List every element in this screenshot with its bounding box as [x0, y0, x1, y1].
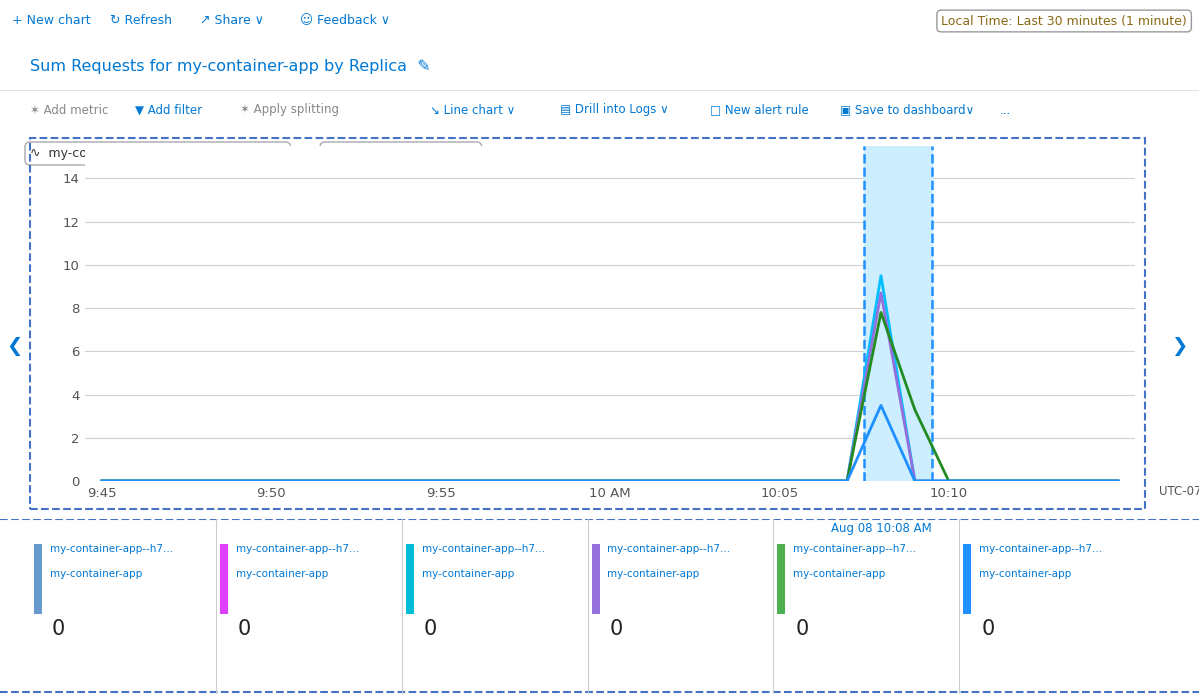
Text: ❯: ❯: [1170, 337, 1187, 357]
Text: ∿  my-container-app, ▶Requests, Sum  ⓧ: ∿ my-container-app, ▶Requests, Sum ⓧ: [30, 147, 285, 160]
Text: ▼ Add filter: ▼ Add filter: [135, 103, 203, 117]
Bar: [591, 544, 600, 614]
Bar: [864, 146, 932, 481]
Text: my-container-app: my-container-app: [236, 569, 329, 579]
Text: ❮: ❮: [6, 337, 23, 357]
Text: my-container-app: my-container-app: [422, 569, 514, 579]
Text: ✶ Add metric: ✶ Add metric: [30, 103, 108, 117]
Bar: [34, 544, 42, 614]
Text: ⚙ Split by = ▶Replica  ⓧ: ⚙ Split by = ▶Replica ⓧ: [325, 147, 477, 160]
Text: ↗ Share ∨: ↗ Share ∨: [200, 15, 264, 28]
Text: Sum Requests for my-container-app by Replica  ✎: Sum Requests for my-container-app by Rep…: [30, 60, 430, 74]
Text: my-container-app--h7...: my-container-app--h7...: [794, 544, 916, 554]
Text: my-container-app--h7...: my-container-app--h7...: [422, 544, 544, 554]
Text: Aug 08 10:08 AM: Aug 08 10:08 AM: [831, 522, 932, 535]
Text: ...: ...: [1000, 103, 1011, 117]
Text: my-container-app--h7...: my-container-app--h7...: [50, 544, 173, 554]
Text: ▣ Save to dashboard∨: ▣ Save to dashboard∨: [840, 103, 975, 117]
Bar: [777, 544, 785, 614]
Text: my-container-app: my-container-app: [980, 569, 1072, 579]
Text: my-container-app--h7...: my-container-app--h7...: [608, 544, 730, 554]
Text: 0: 0: [237, 619, 251, 639]
Text: my-container-app: my-container-app: [50, 569, 143, 579]
Text: ▤ Drill into Logs ∨: ▤ Drill into Logs ∨: [560, 103, 669, 117]
Text: UTC-07:00: UTC-07:00: [1158, 485, 1199, 498]
Text: my-container-app--h7...: my-container-app--h7...: [980, 544, 1102, 554]
Text: + New chart: + New chart: [12, 15, 91, 28]
Text: 0: 0: [795, 619, 808, 639]
Text: 0: 0: [981, 619, 994, 639]
Text: 0: 0: [423, 619, 436, 639]
Text: ✶ Apply splitting: ✶ Apply splitting: [240, 103, 339, 117]
Bar: [219, 544, 228, 614]
Text: 0: 0: [609, 619, 622, 639]
Text: ↻ Refresh: ↻ Refresh: [110, 15, 171, 28]
Bar: [405, 544, 414, 614]
Bar: [963, 544, 971, 614]
Text: □ New alert rule: □ New alert rule: [710, 103, 809, 117]
Text: my-container-app--h7...: my-container-app--h7...: [236, 544, 359, 554]
Text: ↘ Line chart ∨: ↘ Line chart ∨: [430, 103, 516, 117]
Text: Local Time: Last 30 minutes (1 minute): Local Time: Last 30 minutes (1 minute): [941, 15, 1187, 28]
Text: my-container-app: my-container-app: [608, 569, 700, 579]
Text: my-container-app: my-container-app: [794, 569, 886, 579]
Text: 0: 0: [52, 619, 65, 639]
Text: ☺ Feedback ∨: ☺ Feedback ∨: [300, 15, 390, 28]
